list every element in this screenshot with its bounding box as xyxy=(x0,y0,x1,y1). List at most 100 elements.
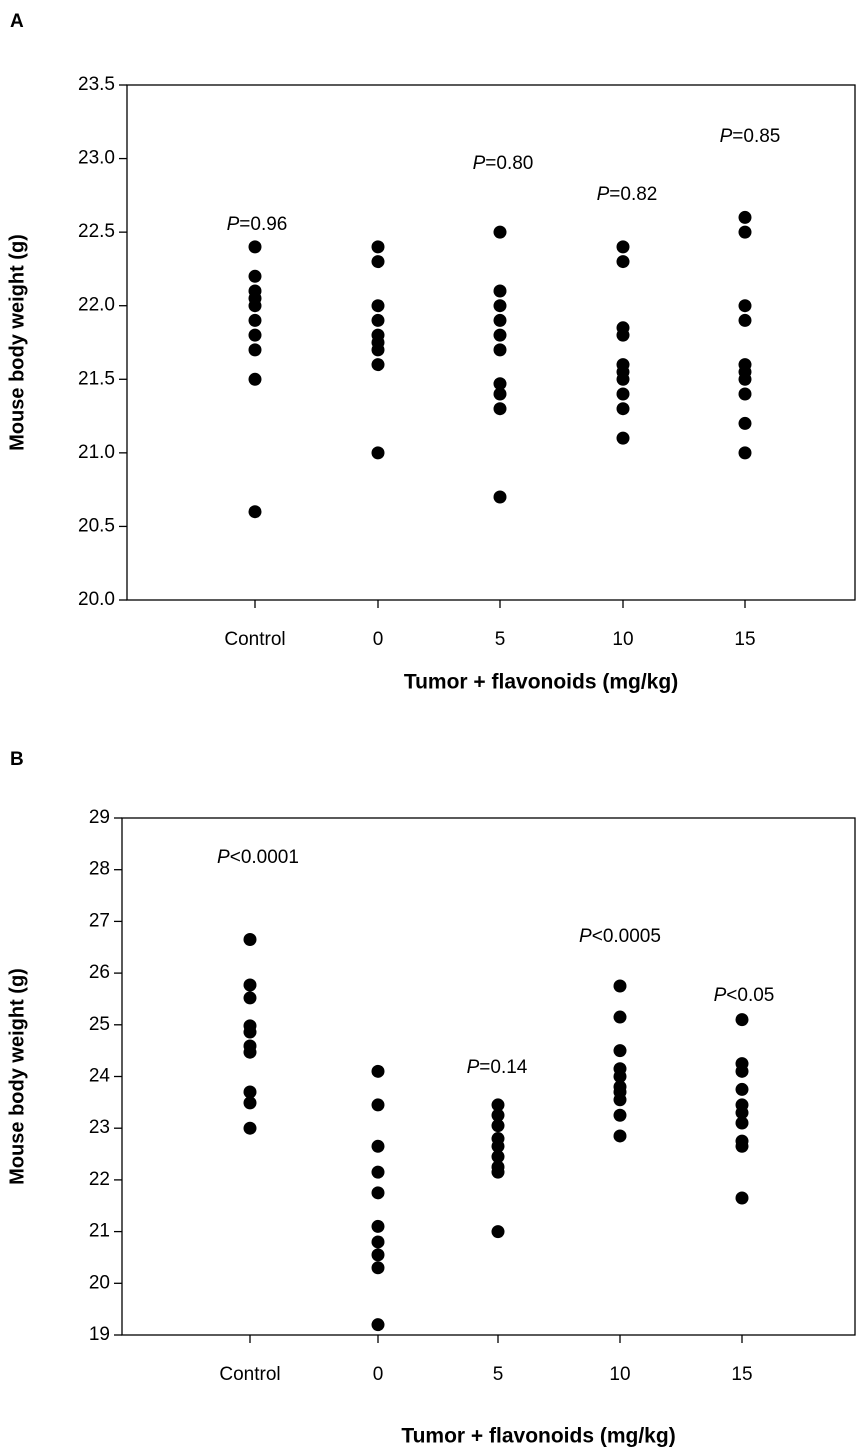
data-point xyxy=(248,343,262,357)
data-point xyxy=(493,402,507,416)
y-tick-label: 27 xyxy=(89,910,110,931)
data-point xyxy=(493,313,507,327)
y-tick-label: 28 xyxy=(89,859,110,880)
data-point xyxy=(491,1165,505,1179)
data-point xyxy=(371,1098,385,1112)
x-tick-label: 10 xyxy=(609,1364,630,1385)
x-tick-label: 0 xyxy=(373,1364,384,1385)
y-tick-label: 24 xyxy=(89,1066,111,1087)
data-point xyxy=(493,377,507,391)
panel-label: B xyxy=(10,749,24,770)
p-value-annotation: P=0.80 xyxy=(473,153,534,174)
x-axis-label: Tumor + flavonoids (mg/kg) xyxy=(401,1425,675,1448)
data-point xyxy=(613,1044,627,1058)
y-tick-label: 25 xyxy=(89,1014,110,1035)
x-axis-label: Tumor + flavonoids (mg/kg) xyxy=(404,671,678,694)
data-point xyxy=(243,978,257,992)
data-point xyxy=(243,1025,257,1039)
data-point xyxy=(613,1010,627,1024)
data-point xyxy=(371,255,385,269)
x-tick-label: 15 xyxy=(731,1364,752,1385)
data-point xyxy=(616,431,630,445)
data-point xyxy=(613,1108,627,1122)
data-point xyxy=(738,210,752,224)
data-point xyxy=(616,328,630,342)
data-point xyxy=(371,1165,385,1179)
data-point xyxy=(738,299,752,313)
y-tick-label: 22.5 xyxy=(78,221,115,242)
data-point xyxy=(371,358,385,372)
y-tick-label: 22 xyxy=(89,1169,110,1190)
data-point xyxy=(371,343,385,357)
y-tick-label: 20.0 xyxy=(78,589,115,610)
data-point xyxy=(248,299,262,313)
y-tick-label: 21.0 xyxy=(78,442,115,463)
data-point xyxy=(371,1248,385,1262)
data-point xyxy=(616,372,630,386)
data-point xyxy=(493,387,507,401)
data-point xyxy=(735,1116,749,1130)
data-point xyxy=(613,1093,627,1107)
data-point xyxy=(371,1219,385,1233)
x-tick-label: 5 xyxy=(493,1364,504,1385)
p-value-annotation: P<0.0001 xyxy=(217,847,299,868)
data-point xyxy=(493,328,507,342)
y-tick-label: 23.5 xyxy=(78,74,115,95)
y-axis-label: Mouse body weight (g) xyxy=(6,968,28,1185)
y-tick-label: 21.5 xyxy=(78,368,115,389)
data-point xyxy=(613,1129,627,1143)
y-tick-label: 21 xyxy=(89,1221,110,1242)
panel-label: A xyxy=(10,11,24,32)
data-point xyxy=(243,991,257,1005)
data-point xyxy=(491,1108,505,1122)
data-point xyxy=(371,240,385,254)
p-value-annotation: P=0.96 xyxy=(227,214,288,235)
data-point xyxy=(735,1139,749,1153)
data-point xyxy=(738,313,752,327)
data-point xyxy=(243,1121,257,1135)
data-point xyxy=(735,1106,749,1120)
data-point xyxy=(493,284,507,298)
y-tick-label: 20.5 xyxy=(78,515,115,536)
data-point xyxy=(491,1139,505,1153)
x-tick-label: Control xyxy=(224,629,285,650)
data-point xyxy=(243,1045,257,1059)
data-point xyxy=(371,446,385,460)
data-point xyxy=(243,932,257,946)
data-point xyxy=(371,1235,385,1249)
data-point xyxy=(613,1070,627,1083)
data-point xyxy=(735,1013,749,1027)
data-point xyxy=(491,1225,505,1239)
data-point xyxy=(491,1098,505,1112)
data-point xyxy=(371,299,385,313)
x-tick-label: Control xyxy=(219,1364,280,1385)
y-tick-label: 23.0 xyxy=(78,148,115,169)
data-point xyxy=(493,343,507,357)
y-tick-label: 19 xyxy=(89,1324,110,1345)
data-point xyxy=(616,240,630,254)
data-point xyxy=(248,240,262,254)
data-point xyxy=(243,1085,257,1099)
p-value-annotation: P=0.85 xyxy=(720,126,781,147)
y-tick-label: 26 xyxy=(89,962,110,983)
data-point xyxy=(491,1150,505,1164)
plot-frame xyxy=(126,84,856,601)
y-tick-label: 29 xyxy=(89,807,110,828)
data-point xyxy=(248,269,262,283)
y-tick-label: 23 xyxy=(89,1117,110,1138)
data-point xyxy=(371,1064,385,1078)
data-point xyxy=(613,979,627,993)
y-tick-label: 20 xyxy=(89,1272,110,1293)
data-point xyxy=(735,1191,749,1205)
data-point xyxy=(371,313,385,327)
p-value-annotation: P<0.05 xyxy=(714,985,775,1006)
data-point xyxy=(616,402,630,416)
p-value-annotation: P=0.14 xyxy=(467,1057,528,1078)
data-point xyxy=(243,1096,257,1110)
data-point xyxy=(735,1082,749,1096)
data-point xyxy=(248,372,262,386)
p-value-annotation: P=0.82 xyxy=(597,184,658,205)
data-point xyxy=(738,416,752,430)
y-axis-label: Mouse body weight (g) xyxy=(6,234,28,451)
data-point xyxy=(738,387,752,401)
